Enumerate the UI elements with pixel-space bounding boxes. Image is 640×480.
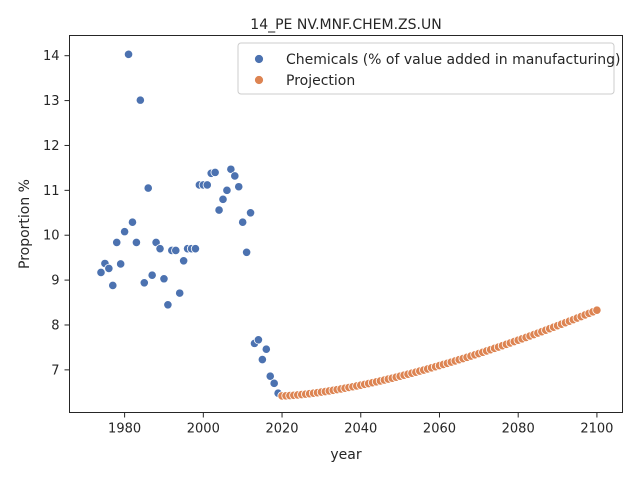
data-point-historical xyxy=(242,247,252,257)
legend-marker-projection xyxy=(254,75,264,85)
data-point-historical xyxy=(163,300,173,310)
data-point-historical xyxy=(104,263,114,274)
x-tick-label: 2080 xyxy=(502,422,535,437)
x-tick-label: 2000 xyxy=(187,422,220,437)
x-axis: 1980 2000 2020 2040 2060 2080 2100 xyxy=(108,412,613,437)
data-point-historical xyxy=(135,95,145,105)
y-tick-label: 10 xyxy=(43,229,60,244)
data-point-historical xyxy=(234,182,244,192)
data-point-historical xyxy=(123,49,134,59)
data-point-historical xyxy=(226,164,236,174)
legend-label-projection: Projection xyxy=(286,73,355,89)
y-axis: 7 8 9 10 11 12 13 14 xyxy=(43,49,70,378)
x-tick-label: 2100 xyxy=(580,422,613,437)
y-tick-label: 7 xyxy=(51,363,59,378)
data-point-historical xyxy=(179,256,189,266)
x-tick-label: 1980 xyxy=(108,422,141,437)
legend-marker-historical xyxy=(254,54,264,64)
data-point-historical xyxy=(202,180,212,190)
x-tick-label: 2040 xyxy=(344,422,377,437)
y-tick-label: 11 xyxy=(43,184,60,199)
data-point-historical xyxy=(265,371,275,381)
data-point-historical xyxy=(253,335,264,345)
data-point-historical xyxy=(214,205,224,215)
data-point-historical xyxy=(171,245,181,256)
data-point-historical xyxy=(131,237,142,248)
data-point-historical xyxy=(218,194,228,204)
data-point-historical xyxy=(257,354,267,365)
data-point-historical xyxy=(120,227,130,237)
data-point-historical xyxy=(96,267,106,278)
data-point-historical xyxy=(159,274,169,284)
data-point-historical xyxy=(108,280,118,291)
data-point-historical xyxy=(155,244,165,254)
y-tick-label: 9 xyxy=(51,274,59,289)
x-tick-label: 2060 xyxy=(423,422,456,437)
data-point-historical xyxy=(269,378,279,388)
y-tick-label: 12 xyxy=(43,139,60,154)
data-point-historical xyxy=(222,185,232,195)
data-point-historical xyxy=(143,183,153,193)
series-historical xyxy=(96,49,287,401)
data-point-historical xyxy=(238,217,248,227)
x-axis-label: year xyxy=(330,447,361,463)
data-point-historical xyxy=(245,208,256,218)
legend: Chemicals (% of value added in manufactu… xyxy=(237,42,620,95)
data-point-historical xyxy=(139,278,149,288)
data-point-historical xyxy=(127,217,138,227)
plot-area xyxy=(69,35,623,413)
legend-box xyxy=(237,42,615,95)
y-tick-label: 14 xyxy=(43,49,60,64)
data-point-projection xyxy=(592,305,602,315)
data-point-historical xyxy=(190,244,201,254)
data-point-historical xyxy=(112,237,122,248)
chart-title: 14_PE NV.MNF.CHEM.ZS.UN xyxy=(250,17,441,33)
y-axis-label: Proportion % xyxy=(17,179,33,269)
legend-label-historical: Chemicals (% of value added in manufactu… xyxy=(286,52,620,68)
y-tick-label: 13 xyxy=(43,94,60,109)
data-point-historical xyxy=(261,344,271,354)
data-point-historical xyxy=(210,167,220,177)
data-point-historical xyxy=(116,259,126,269)
x-tick-label: 2020 xyxy=(265,422,298,437)
data-point-historical xyxy=(147,270,157,280)
series-projection xyxy=(277,305,602,401)
data-point-historical xyxy=(175,288,185,298)
data-point-historical xyxy=(230,171,240,181)
y-tick-label: 8 xyxy=(51,318,59,333)
